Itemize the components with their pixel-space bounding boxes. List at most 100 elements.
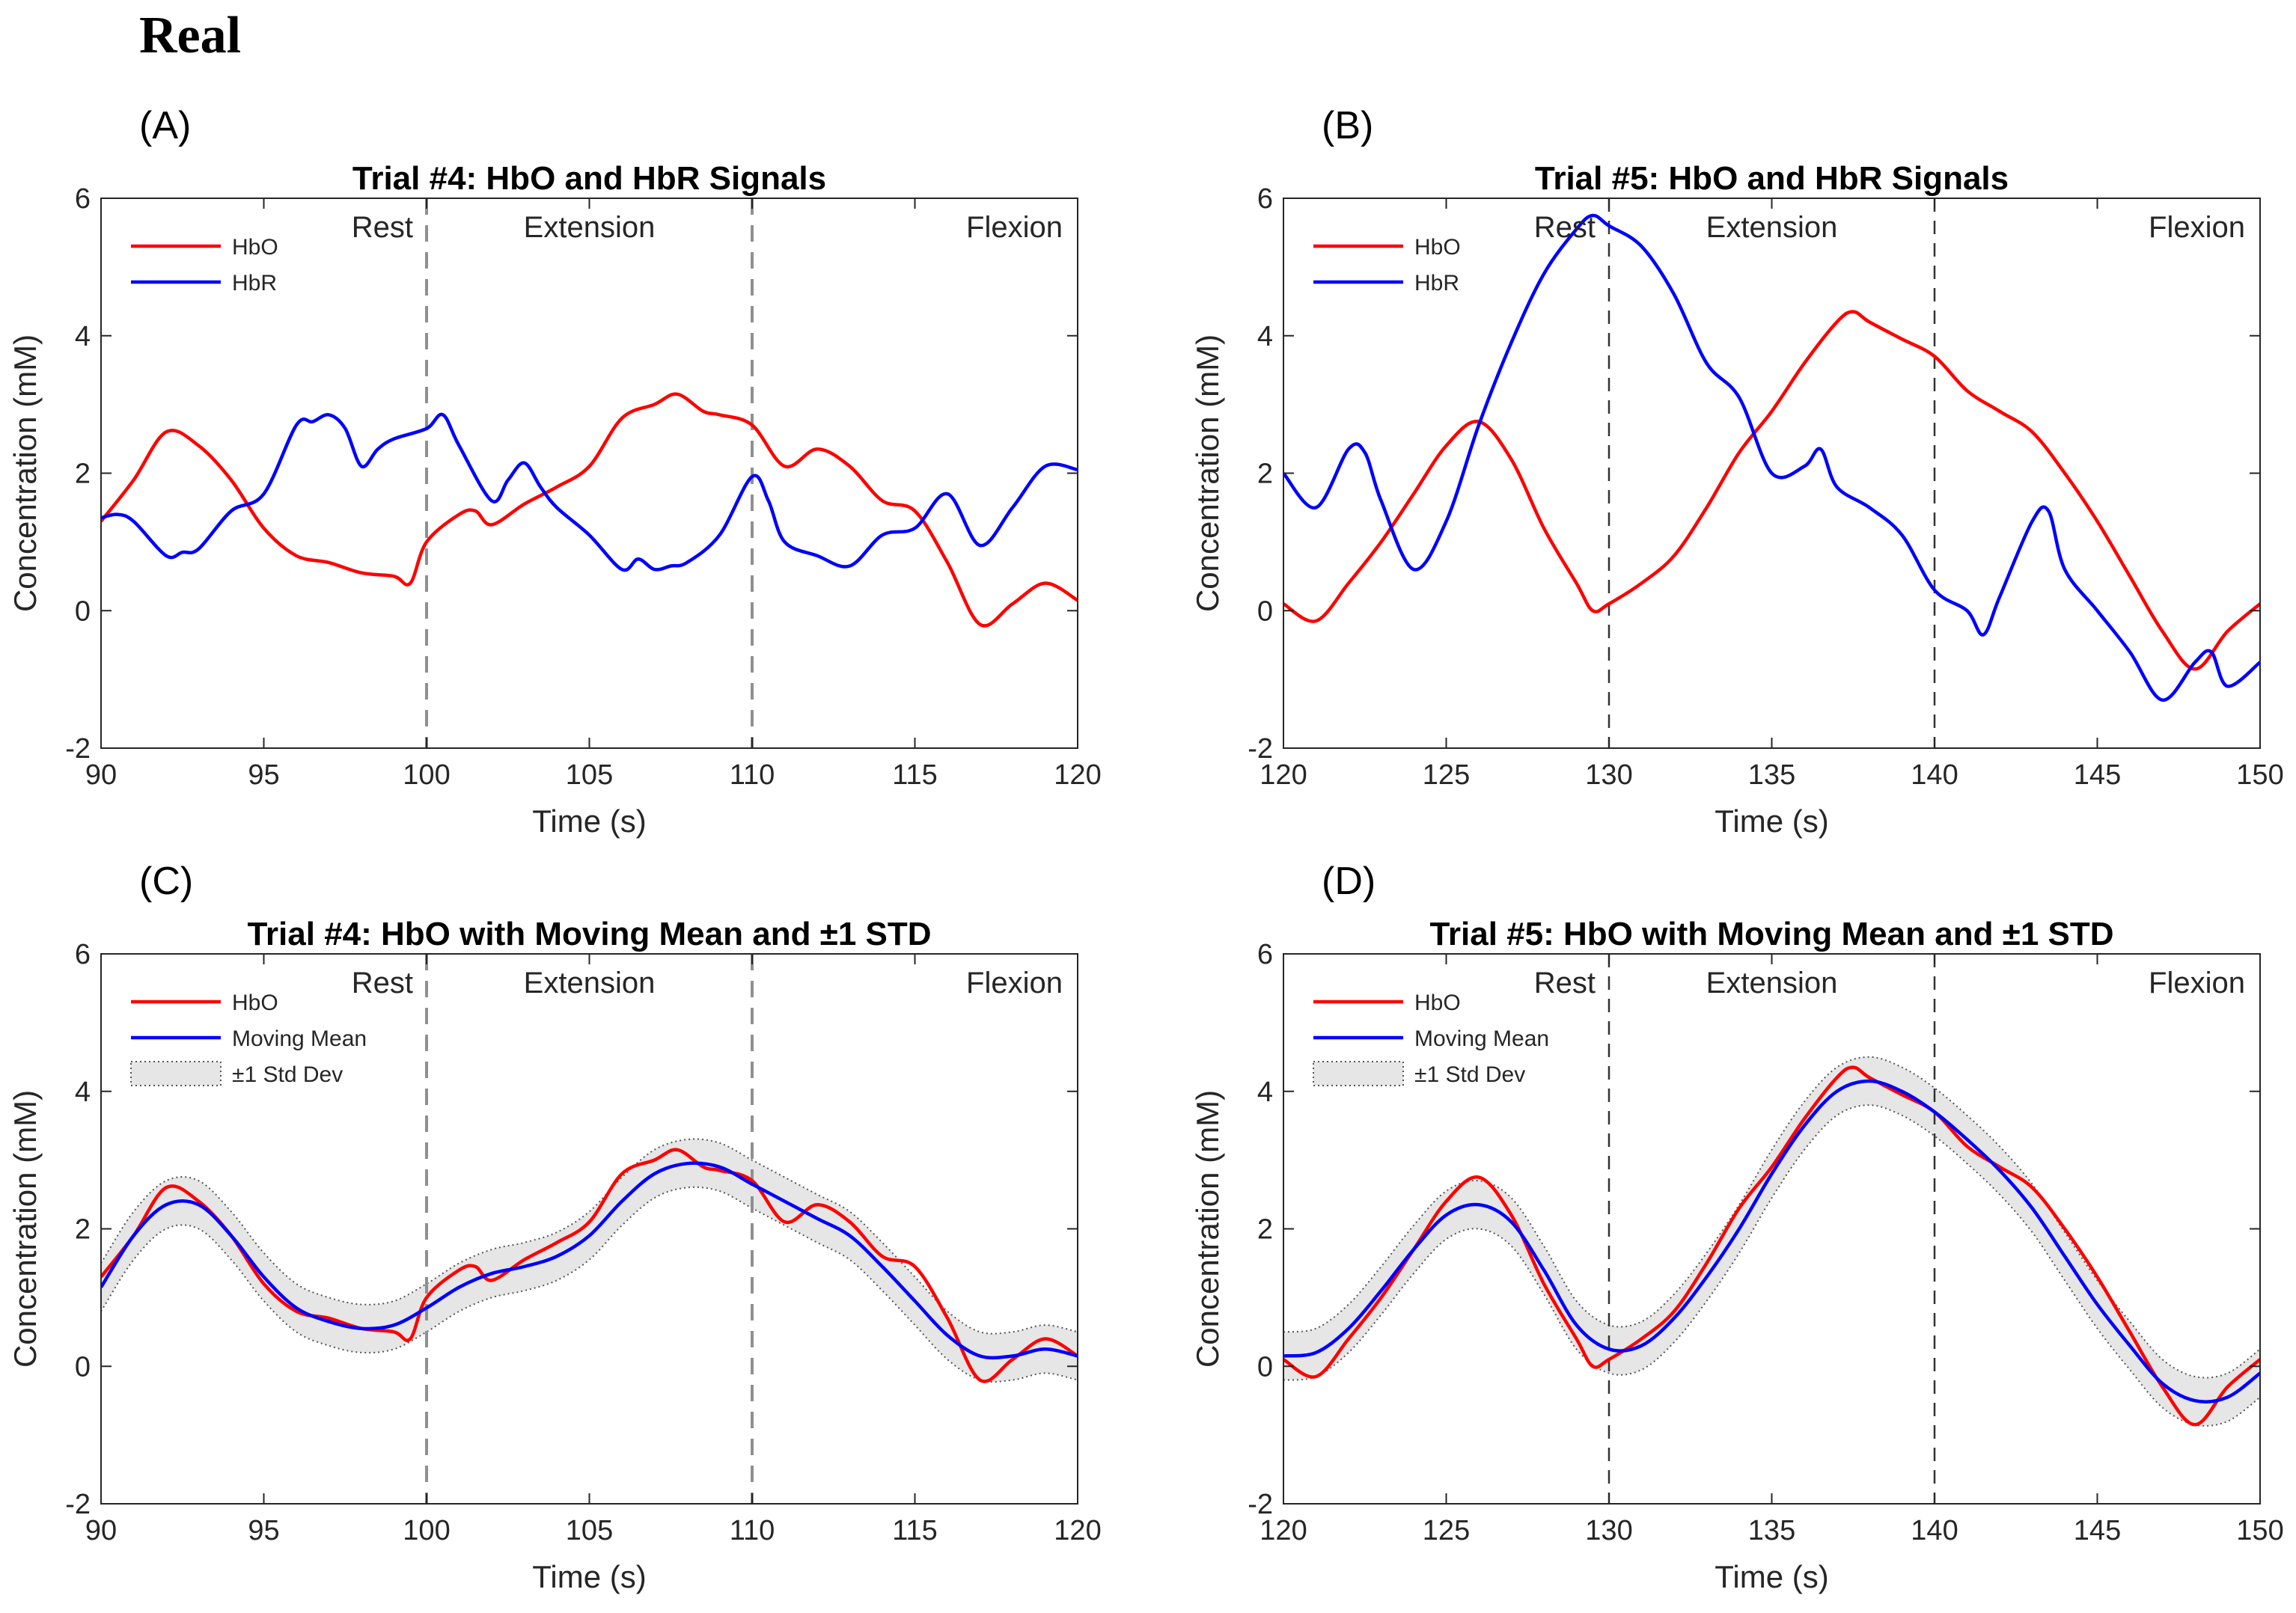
legend-label: HbO <box>232 235 278 260</box>
plot-content <box>1283 954 2260 1504</box>
x-tick-label: 110 <box>730 759 775 791</box>
x-tick-label: 95 <box>248 1515 279 1546</box>
x-tick-label: 90 <box>85 759 117 791</box>
legend-label: HbO <box>232 991 278 1015</box>
y-axis-label: Concentration (mM) <box>1190 1090 1225 1368</box>
region-label: Rest <box>1534 967 1596 1000</box>
x-tick-label: 100 <box>403 1515 450 1546</box>
legend-label: ±1 Std Dev <box>232 1062 343 1087</box>
y-tick-label: 0 <box>75 596 91 627</box>
series-line-hbo <box>1283 310 2260 671</box>
region-label: Extension <box>524 211 656 244</box>
y-tick-label: -2 <box>1248 1489 1273 1520</box>
region-label: Flexion <box>2149 211 2245 244</box>
x-tick-label: 100 <box>403 759 450 791</box>
y-axis-label: Concentration (mM) <box>7 1090 43 1368</box>
y-tick-label: 2 <box>75 459 91 490</box>
x-axis-label: Time (s) <box>532 804 646 839</box>
series-line-hbo <box>101 392 1078 628</box>
x-tick-label: 115 <box>892 759 938 791</box>
x-tick-label: 150 <box>2236 759 2283 791</box>
panel-label: (D) <box>1322 860 1376 903</box>
x-tick-label: 135 <box>1748 759 1795 791</box>
legend-label: HbR <box>1414 271 1459 296</box>
panel-a: (A) Trial #4: HbO and HbR Signals Rest Exte… <box>0 104 1114 853</box>
page-title: Real <box>139 7 242 64</box>
x-tick-label: 130 <box>1585 759 1632 791</box>
y-tick-label: 6 <box>1257 939 1273 970</box>
y-tick-label: 4 <box>1257 321 1273 352</box>
y-axis-label: Concentration (mM) <box>7 334 43 612</box>
x-tick-label: 115 <box>892 1515 938 1546</box>
std-band-lower <box>1283 1104 2260 1427</box>
x-tick-label: 135 <box>1748 1515 1795 1546</box>
y-tick-label: 4 <box>75 321 91 352</box>
region-label: Flexion <box>2149 967 2245 1000</box>
legend: HbO HbR <box>1313 235 1461 296</box>
x-axis-label: Time (s) <box>1715 1559 1828 1594</box>
y-axis-label: Concentration (mM) <box>1190 334 1225 612</box>
legend-label: Moving Mean <box>232 1026 367 1051</box>
y-tick-label: 2 <box>1257 459 1273 490</box>
chart-title: Trial #5: HbO and HbR Signals <box>1535 160 2009 197</box>
y-tick-label: -2 <box>1248 733 1273 765</box>
x-tick-label: 90 <box>85 1515 117 1546</box>
chart-title: Trial #5: HbO with Moving Mean and ±1 ST… <box>1429 916 2113 952</box>
legend-label: ±1 Std Dev <box>1414 1062 1525 1087</box>
x-tick-label: 105 <box>566 1515 613 1546</box>
legend: HbO Moving Mean ±1 Std Dev <box>130 991 367 1087</box>
x-tick-label: 110 <box>730 1515 775 1546</box>
panel-d: (D) Trial #5: HbO with Moving Mean and ±1… <box>1182 860 2296 1609</box>
legend: HbO Moving Mean ±1 Std Dev <box>1313 991 1549 1087</box>
y-tick-label: 0 <box>1257 596 1273 627</box>
x-tick-label: 125 <box>1423 1515 1470 1546</box>
plot-content <box>1283 198 2260 748</box>
std-band <box>101 1139 1078 1383</box>
legend-label: HbO <box>1414 235 1461 260</box>
plot-content <box>101 198 1078 748</box>
chart-svg: (C) Trial #4: HbO with Moving Mean and ±1… <box>7 860 1102 1594</box>
chart-svg: (A) Trial #4: HbO and HbR Signals Rest Exte… <box>7 104 1102 839</box>
y-tick-label: 0 <box>75 1351 91 1383</box>
x-tick-label: 130 <box>1585 1515 1632 1546</box>
y-tick-label: -2 <box>65 733 91 765</box>
y-tick-label: 6 <box>75 939 91 970</box>
x-tick-label: 140 <box>1911 1515 1958 1546</box>
panel-label: (A) <box>139 104 191 147</box>
x-tick-label: 145 <box>2074 759 2121 791</box>
legend-label: HbO <box>1414 991 1461 1015</box>
legend-label: HbR <box>232 271 277 296</box>
series-line-hbo <box>1283 1065 2260 1427</box>
y-tick-label: 6 <box>75 183 91 215</box>
panel-b: (B) Trial #5: HbO and HbR Signals Rest Exte… <box>1182 104 2296 853</box>
series-line-hbr <box>101 412 1078 572</box>
y-tick-label: 2 <box>1257 1214 1273 1246</box>
y-tick-label: -2 <box>65 1489 91 1520</box>
panel-label: (B) <box>1322 104 1373 147</box>
x-tick-label: 125 <box>1423 759 1470 791</box>
chart-svg: (B) Trial #5: HbO and HbR Signals Rest Exte… <box>1190 104 2284 839</box>
y-tick-label: 2 <box>75 1214 91 1246</box>
series-line-moving-mean <box>101 1161 1078 1360</box>
region-label: Rest <box>1534 211 1596 244</box>
x-tick-label: 145 <box>2074 1515 2121 1546</box>
series-line-hbr <box>1283 213 2260 702</box>
y-tick-label: 0 <box>1257 1351 1273 1383</box>
panel-label: (C) <box>139 860 193 903</box>
chart-svg: (D) Trial #5: HbO with Moving Mean and ±1… <box>1190 860 2284 1594</box>
x-tick-label: 120 <box>1260 759 1307 791</box>
legend-label: Moving Mean <box>1414 1026 1549 1051</box>
y-tick-label: 4 <box>75 1077 91 1108</box>
region-label: Extension <box>524 967 656 1000</box>
legend-swatch-std <box>130 1061 222 1086</box>
std-band-upper <box>101 1138 1078 1335</box>
legend-swatch-std <box>1313 1061 1404 1086</box>
x-tick-label: 120 <box>1260 1515 1307 1546</box>
region-label: Flexion <box>966 967 1063 1000</box>
x-axis-label: Time (s) <box>532 1559 646 1594</box>
x-axis-label: Time (s) <box>1715 804 1828 839</box>
series-line-hbo <box>101 1148 1078 1383</box>
plot-area <box>101 198 1078 748</box>
region-label: Extension <box>1706 967 1838 1000</box>
y-tick-label: 4 <box>1257 1077 1273 1108</box>
